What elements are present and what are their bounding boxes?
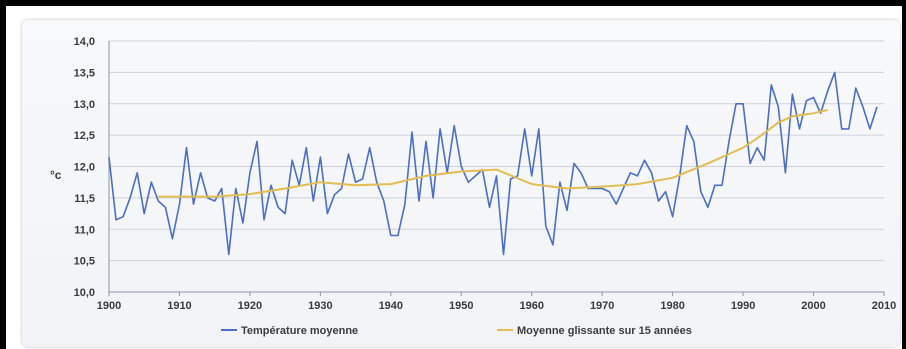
- axes: [108, 41, 885, 296]
- y-tick-label: 11,0: [74, 224, 95, 236]
- y-tick-label: 12,0: [74, 162, 95, 174]
- y-tick-label: 10,0: [74, 287, 95, 299]
- x-tick-label: 1970: [590, 300, 614, 312]
- x-tick-label: 1910: [167, 300, 191, 312]
- x-tick-label: 1930: [308, 300, 332, 312]
- legend-label-moving-average: Moyenne glissante sur 15 années: [517, 325, 692, 337]
- gridlines: [109, 40, 884, 293]
- legend: Température moyenne Moyenne glissante su…: [221, 325, 692, 337]
- line-chart: 10,0 10,5 11,0 11,5 12,0 12,5 13,0 13,5 14,0 190…: [50, 36, 896, 337]
- x-tick-label: 1920: [238, 300, 262, 312]
- x-tick-label: 1940: [379, 300, 403, 312]
- x-tick-label: 1990: [731, 300, 755, 312]
- legend-label-temperature: Température moyenne: [241, 325, 358, 337]
- y-tick-label: 13,5: [74, 67, 95, 79]
- y-tick-labels: 10,0 10,5 11,0 11,5 12,0 12,5 13,0 13,5 14,0: [74, 36, 95, 299]
- moving-average-line: [158, 109, 828, 198]
- y-tick-label: 13,0: [74, 99, 95, 111]
- y-tick-label: 11,5: [74, 193, 95, 205]
- x-tick-labels: 1900 1910 1920 1930 1940 1950 1960 1970 1980 1990…: [97, 300, 896, 312]
- x-tick-label: 1900: [97, 300, 121, 312]
- x-tick-label: 2000: [801, 300, 825, 312]
- series-lines: [108, 71, 878, 256]
- x-tick-label: 2010: [872, 300, 896, 312]
- x-tick-label: 1960: [519, 300, 543, 312]
- y-tick-label: 10,5: [74, 256, 95, 268]
- y-tick-label: 12,5: [74, 130, 95, 142]
- x-tick-label: 1980: [660, 300, 684, 312]
- y-axis-label: °c: [50, 168, 62, 182]
- chart-panel: 10,0 10,5 11,0 11,5 12,0 12,5 13,0 13,5 14,0 190…: [22, 20, 900, 347]
- temperature-line: [108, 71, 878, 256]
- y-tick-label: 14,0: [74, 36, 95, 48]
- x-tick-label: 1950: [449, 300, 473, 312]
